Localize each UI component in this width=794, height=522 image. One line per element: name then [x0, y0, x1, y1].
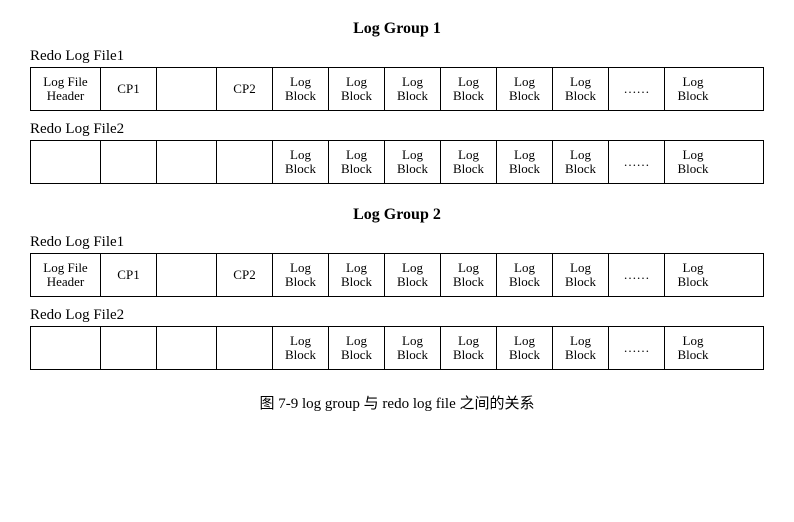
log-cell — [101, 141, 157, 183]
log-cell — [31, 141, 101, 183]
log-cell: Log Block — [553, 254, 609, 296]
log-cell: Log Block — [553, 68, 609, 110]
log-cell: CP2 — [217, 254, 273, 296]
log-cell — [157, 327, 217, 369]
log-cell: …… — [609, 327, 665, 369]
log-cell: Log Block — [441, 68, 497, 110]
log-cell — [217, 141, 273, 183]
log-cell: CP2 — [217, 68, 273, 110]
log-cell: Log Block — [329, 68, 385, 110]
log-cell: Log Block — [441, 254, 497, 296]
log-cell: CP1 — [101, 254, 157, 296]
redo-log-file-row: Log BlockLog BlockLog BlockLog BlockLog … — [30, 326, 764, 370]
redo-log-file-row: Log BlockLog BlockLog BlockLog BlockLog … — [30, 140, 764, 184]
log-cell: …… — [609, 141, 665, 183]
log-cell: Log Block — [665, 327, 721, 369]
log-group: Log Group 1 Redo Log File1 Log File Header… — [30, 20, 764, 184]
log-cell: Log File Header — [31, 254, 101, 296]
log-cell: Log Block — [665, 68, 721, 110]
redo-log-file-label: Redo Log File2 — [30, 121, 764, 138]
log-cell: Log Block — [441, 327, 497, 369]
log-cell — [101, 327, 157, 369]
log-cell — [31, 327, 101, 369]
log-cell — [157, 68, 217, 110]
log-group-title: Log Group 2 — [30, 206, 764, 224]
log-cell: Log Block — [497, 327, 553, 369]
log-cell — [157, 254, 217, 296]
log-cell: Log Block — [329, 254, 385, 296]
log-cell: Log Block — [273, 254, 329, 296]
redo-log-file-row: Log File HeaderCP1CP2Log BlockLog BlockL… — [30, 67, 764, 111]
log-cell: Log Block — [385, 327, 441, 369]
log-cell: Log File Header — [31, 68, 101, 110]
log-cell — [157, 141, 217, 183]
log-cell: Log Block — [385, 68, 441, 110]
log-cell: Log Block — [441, 141, 497, 183]
log-cell: Log Block — [497, 254, 553, 296]
log-cell: Log Block — [385, 141, 441, 183]
log-cell: CP1 — [101, 68, 157, 110]
redo-log-file-label: Redo Log File1 — [30, 234, 764, 251]
redo-log-file-row: Log File HeaderCP1CP2Log BlockLog BlockL… — [30, 253, 764, 297]
log-cell: Log Block — [553, 327, 609, 369]
log-cell: Log Block — [273, 141, 329, 183]
log-cell: …… — [609, 68, 665, 110]
log-group: Log Group 2 Redo Log File1 Log File Header… — [30, 206, 764, 370]
log-cell: Log Block — [665, 141, 721, 183]
log-group-title: Log Group 1 — [30, 20, 764, 38]
redo-log-file-label: Redo Log File2 — [30, 307, 764, 324]
log-cell: Log Block — [329, 141, 385, 183]
log-cell: Log Block — [329, 327, 385, 369]
log-cell: Log Block — [273, 68, 329, 110]
log-cell — [217, 327, 273, 369]
log-cell: Log Block — [273, 327, 329, 369]
log-cell: Log Block — [385, 254, 441, 296]
log-cell: …… — [609, 254, 665, 296]
figure-caption: 图 7-9 log group 与 redo log file 之间的关系 — [30, 392, 764, 413]
log-cell: Log Block — [497, 68, 553, 110]
log-cell: Log Block — [497, 141, 553, 183]
log-cell: Log Block — [665, 254, 721, 296]
log-cell: Log Block — [553, 141, 609, 183]
redo-log-file-label: Redo Log File1 — [30, 48, 764, 65]
